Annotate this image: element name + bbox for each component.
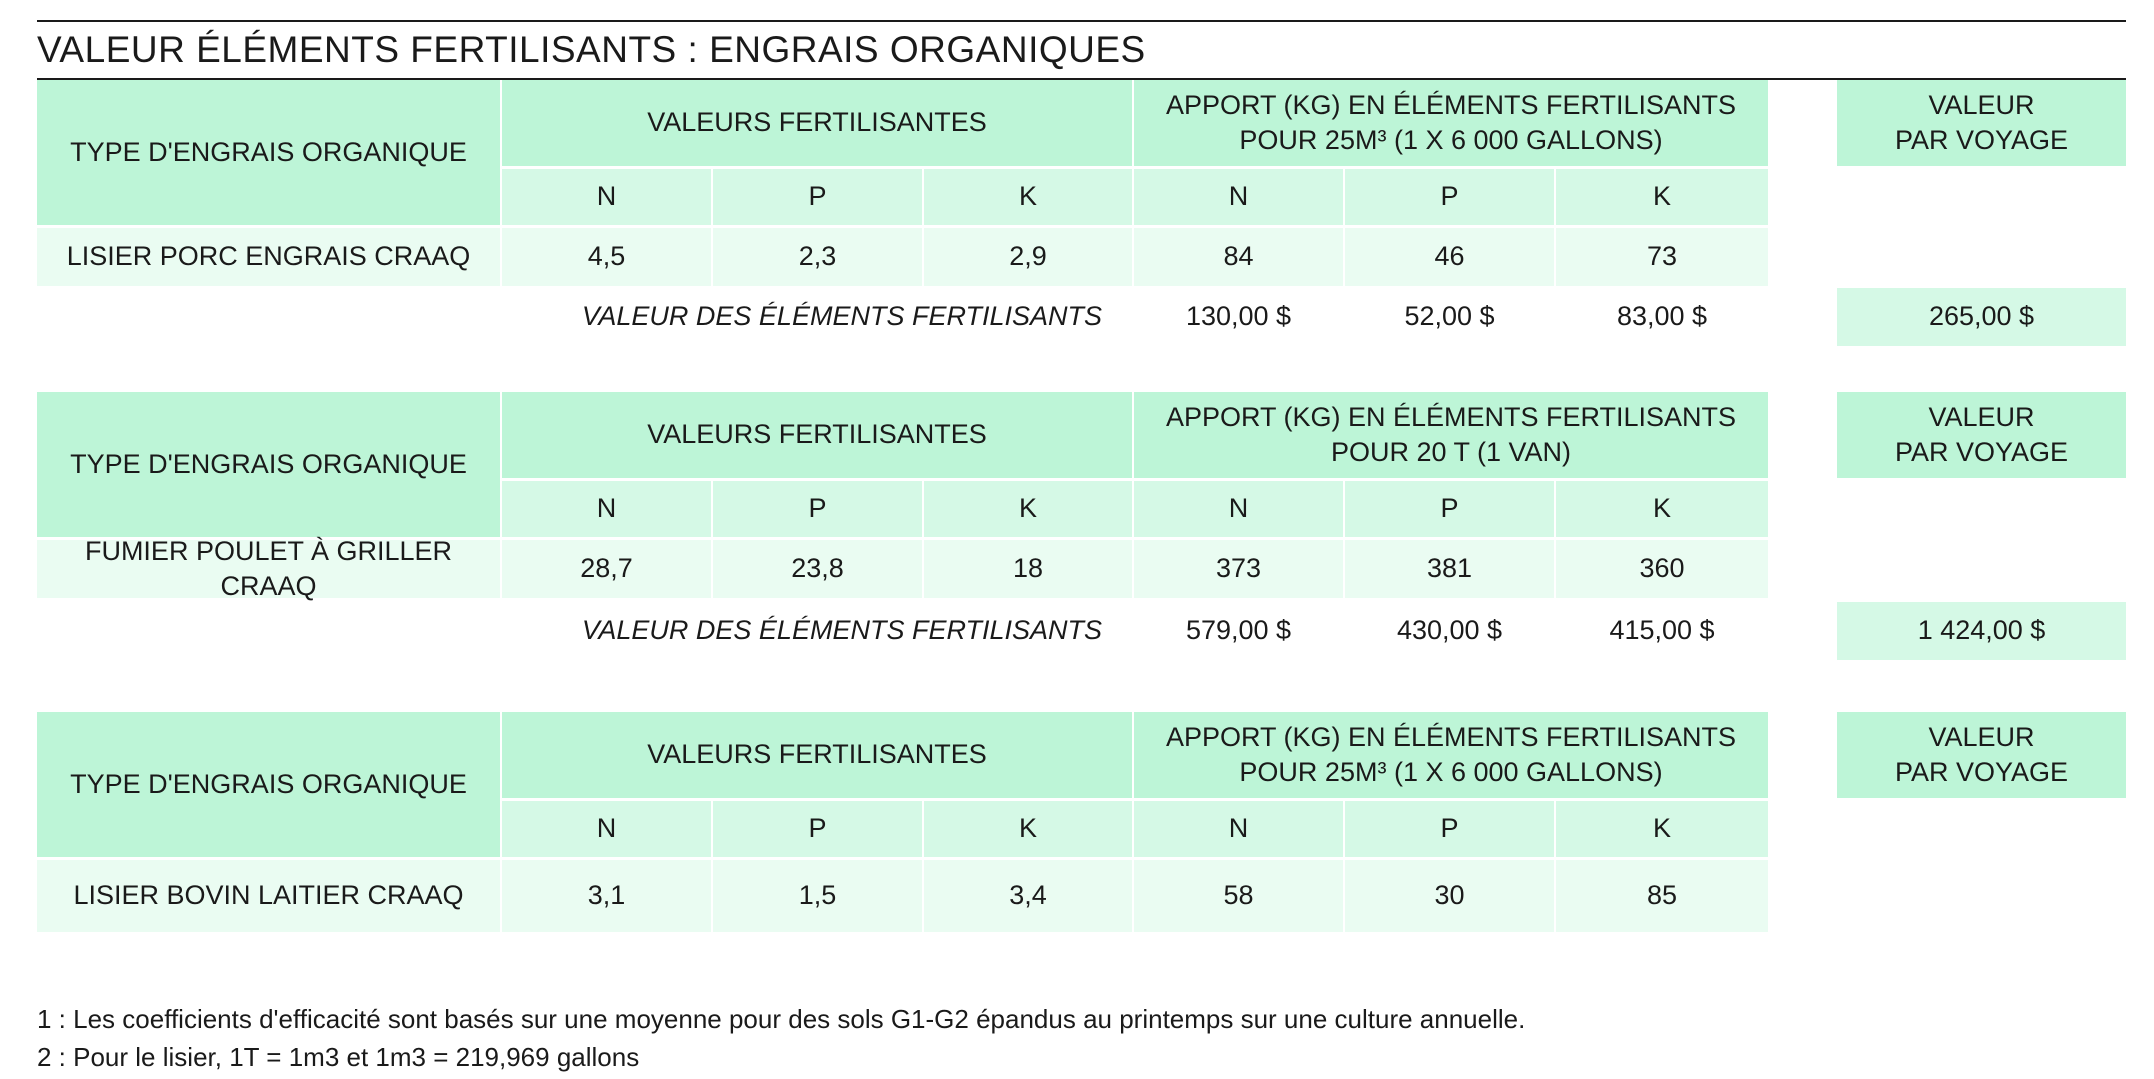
sub-header-k: K bbox=[1556, 801, 1768, 857]
apport-header-line1: APPORT (KG) EN ÉLÉMENTS FERTILISANTS bbox=[1165, 89, 1737, 120]
row-value: 85 bbox=[1556, 860, 1768, 932]
sub-header-n: N bbox=[502, 481, 711, 537]
row-value: 1,5 bbox=[713, 860, 922, 932]
total-label: VALEUR DES ÉLÉMENTS FERTILISANTS bbox=[581, 301, 1102, 332]
voyage-header-line2: PAR VOYAGE bbox=[1894, 437, 2069, 467]
values-header: VALEURS FERTILISANTES bbox=[502, 80, 1132, 166]
total-value: 415,00 $ bbox=[1609, 615, 1715, 646]
total-value: 52,00 $ bbox=[1404, 301, 1495, 332]
type-header: TYPE D'ENGRAIS ORGANIQUE bbox=[37, 712, 500, 857]
apport-header-line1: APPORT (KG) EN ÉLÉMENTS FERTILISANTS bbox=[1165, 401, 1737, 432]
apport-header: APPORT (KG) EN ÉLÉMENTS FERTILISANTS POU… bbox=[1134, 80, 1768, 166]
row-value: 84 bbox=[1134, 228, 1343, 286]
apport-header-line1: APPORT (KG) EN ÉLÉMENTS FERTILISANTS bbox=[1165, 721, 1737, 752]
total-value: 130,00 $ bbox=[1185, 301, 1292, 332]
row-label: FUMIER POULET À GRILLER CRAAQ bbox=[37, 536, 500, 601]
voyage-header: VALEUR PAR VOYAGE bbox=[1837, 80, 2126, 166]
sub-header-n: N bbox=[502, 169, 711, 225]
row-value: 2,9 bbox=[924, 228, 1132, 286]
row-value: 3,4 bbox=[924, 860, 1132, 932]
type-header: TYPE D'ENGRAIS ORGANIQUE bbox=[37, 392, 500, 537]
row-value: 23,8 bbox=[713, 540, 922, 598]
values-header: VALEURS FERTILISANTES bbox=[502, 712, 1132, 798]
voyage-header-line1: VALEUR bbox=[1928, 721, 2035, 752]
voyage-value: 265,00 $ bbox=[1837, 288, 2126, 346]
title-rule bbox=[37, 78, 2126, 80]
sub-header-k: K bbox=[1556, 169, 1768, 225]
footnote-2: 2 : Pour le lisier, 1T = 1m3 et 1m3 = 21… bbox=[37, 1042, 640, 1072]
apport-header-line2: POUR 20 T (1 VAN) bbox=[1330, 437, 1572, 467]
row-value: 46 bbox=[1345, 228, 1554, 286]
voyage-value: 1 424,00 $ bbox=[1837, 602, 2126, 660]
sub-header-p: P bbox=[1345, 801, 1554, 857]
row-value: 28,7 bbox=[502, 540, 711, 598]
footnotes: 1 : Les coefficients d'efficacité sont b… bbox=[37, 1000, 1525, 1076]
row-value: 58 bbox=[1134, 860, 1343, 932]
sub-header-n: N bbox=[1134, 481, 1343, 537]
voyage-header-line2: PAR VOYAGE bbox=[1894, 757, 2069, 787]
sub-header-n: N bbox=[502, 801, 711, 857]
apport-header-line2: POUR 25M³ (1 X 6 000 GALLONS) bbox=[1239, 757, 1663, 787]
row-value: 381 bbox=[1345, 540, 1554, 598]
sub-header-p: P bbox=[713, 169, 922, 225]
total-value: 579,00 $ bbox=[1185, 615, 1292, 646]
voyage-header-line2: PAR VOYAGE bbox=[1894, 125, 2069, 155]
page-title: VALEUR ÉLÉMENTS FERTILISANTS : ENGRAIS O… bbox=[37, 29, 1146, 70]
total-value: 83,00 $ bbox=[1616, 301, 1708, 332]
row-value: 18 bbox=[924, 540, 1132, 598]
sub-header-p: P bbox=[1345, 169, 1554, 225]
sub-header-p: P bbox=[1345, 481, 1554, 537]
row-value: 2,3 bbox=[713, 228, 922, 286]
total-value: 430,00 $ bbox=[1396, 615, 1503, 646]
sub-header-p: P bbox=[713, 481, 922, 537]
row-value: 360 bbox=[1556, 540, 1768, 598]
voyage-header-line1: VALEUR bbox=[1928, 401, 2035, 432]
voyage-header-line1: VALEUR bbox=[1928, 89, 2035, 120]
footnote-1: 1 : Les coefficients d'efficacité sont b… bbox=[37, 1004, 1526, 1034]
row-value: 373 bbox=[1134, 540, 1343, 598]
sub-header-k: K bbox=[1556, 481, 1768, 537]
sub-header-p: P bbox=[713, 801, 922, 857]
row-value: 30 bbox=[1345, 860, 1554, 932]
type-header: TYPE D'ENGRAIS ORGANIQUE bbox=[37, 80, 500, 225]
row-value: 3,1 bbox=[502, 860, 711, 932]
apport-header-line2: POUR 25M³ (1 X 6 000 GALLONS) bbox=[1239, 125, 1663, 155]
top-rule bbox=[37, 20, 2126, 22]
sub-header-k: K bbox=[924, 481, 1132, 537]
sub-header-n: N bbox=[1134, 169, 1343, 225]
values-header: VALEURS FERTILISANTES bbox=[502, 392, 1132, 478]
total-label: VALEUR DES ÉLÉMENTS FERTILISANTS bbox=[581, 615, 1102, 646]
sub-header-k: K bbox=[924, 801, 1132, 857]
row-label: LISIER PORC ENGRAIS CRAAQ bbox=[37, 228, 500, 286]
row-value: 4,5 bbox=[502, 228, 711, 286]
sub-header-n: N bbox=[1134, 801, 1343, 857]
apport-header: APPORT (KG) EN ÉLÉMENTS FERTILISANTS POU… bbox=[1134, 712, 1768, 798]
sub-header-k: K bbox=[924, 169, 1132, 225]
voyage-header: VALEUR PAR VOYAGE bbox=[1837, 392, 2126, 478]
voyage-header: VALEUR PAR VOYAGE bbox=[1837, 712, 2126, 798]
apport-header: APPORT (KG) EN ÉLÉMENTS FERTILISANTS POU… bbox=[1134, 392, 1768, 478]
row-label: LISIER BOVIN LAITIER CRAAQ bbox=[37, 860, 500, 932]
row-value: 73 bbox=[1556, 228, 1768, 286]
